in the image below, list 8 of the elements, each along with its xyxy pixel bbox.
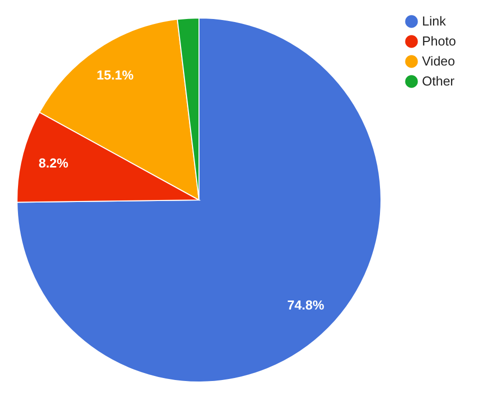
- pie-slice: [16, 18, 382, 382]
- legend-label: Link: [422, 14, 446, 28]
- legend-label: Other: [422, 74, 456, 88]
- data-label: 15.1%: [96, 68, 134, 83]
- legend-label: Video: [422, 54, 456, 68]
- data-label: 8.2%: [38, 156, 69, 171]
- legend-label: Photo: [422, 34, 456, 48]
- data-label: 74.8%: [287, 297, 325, 312]
